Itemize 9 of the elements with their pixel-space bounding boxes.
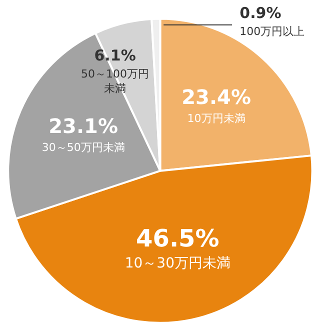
data-label: 23.4% xyxy=(182,84,251,109)
slice-label: 30～50万円未満 xyxy=(42,140,125,154)
data-label: 6.1% xyxy=(94,46,136,65)
data-label: 23.1% xyxy=(48,114,118,138)
slice-label: 100万円以上 xyxy=(240,24,305,38)
slice-label: 10万円未満 xyxy=(187,112,246,125)
data-label: 46.5% xyxy=(136,224,220,253)
data-label: 0.9% xyxy=(240,4,282,22)
slice-label: 10～30万円未満 xyxy=(124,256,230,272)
